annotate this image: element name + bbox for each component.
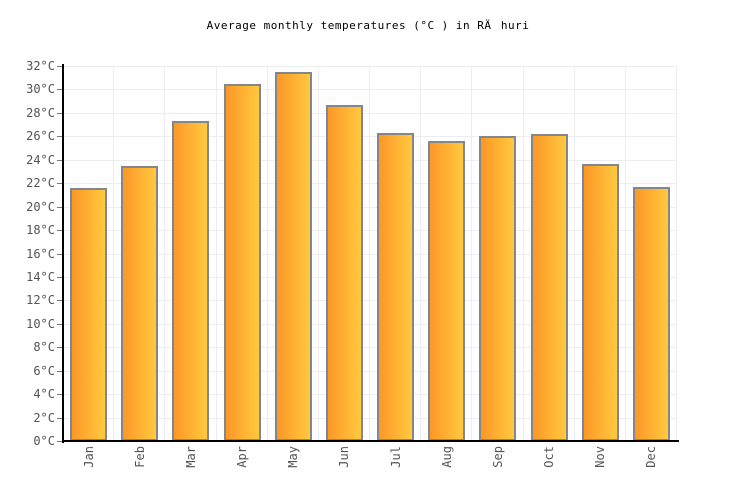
gridline-vertical — [216, 66, 217, 441]
y-tick-label: 6°C — [33, 363, 55, 378]
y-tick-mark — [57, 277, 63, 278]
x-tick-label-feb: Feb — [132, 446, 147, 468]
x-tick-label-mar: Mar — [183, 446, 198, 468]
gridline-horizontal — [63, 159, 677, 161]
gridline-vertical — [267, 66, 268, 441]
x-tick-label-may: May — [286, 446, 301, 468]
x-tick-label-nov: Nov — [593, 446, 608, 468]
x-axis-line — [62, 440, 679, 442]
bar-oct — [530, 134, 568, 441]
y-tick-label: 26°C — [26, 129, 55, 144]
gridline-horizontal — [63, 417, 677, 419]
y-tick-label: 16°C — [26, 246, 55, 261]
y-tick-label: 28°C — [26, 105, 55, 120]
y-tick-mark — [57, 160, 63, 161]
gridline-horizontal — [63, 206, 677, 208]
bar-may — [274, 71, 312, 441]
y-tick-mark — [57, 418, 63, 419]
chart-title: Average monthly temperatures (°C ) in RÄ… — [206, 19, 530, 32]
y-axis-line — [62, 64, 64, 443]
y-tick-mark — [57, 347, 63, 348]
x-tick-label-oct: Oct — [542, 446, 557, 468]
gridline-horizontal — [63, 136, 677, 138]
gridline-vertical — [369, 66, 370, 441]
bar-nov — [581, 164, 619, 441]
x-tick-label-dec: Dec — [644, 446, 659, 468]
gridline-horizontal — [63, 89, 677, 91]
gridline-horizontal — [63, 183, 677, 185]
y-tick-label: 18°C — [26, 223, 55, 238]
y-tick-label: 22°C — [26, 176, 55, 191]
y-tick-mark — [57, 183, 63, 184]
y-tick-mark — [57, 324, 63, 325]
gridline-horizontal — [63, 394, 677, 396]
x-tick-label-jun: Jun — [337, 446, 352, 468]
gridline-vertical — [625, 66, 626, 441]
y-tick-mark — [57, 441, 63, 442]
gridline-horizontal — [63, 230, 677, 232]
y-tick-mark — [57, 394, 63, 395]
bar-jul — [377, 132, 415, 441]
gridline-horizontal — [63, 370, 677, 372]
gridline-vertical — [318, 66, 319, 441]
y-tick-label: 14°C — [26, 269, 55, 284]
y-tick-mark — [57, 230, 63, 231]
y-tick-label: 24°C — [26, 152, 55, 167]
y-tick-label: 2°C — [33, 410, 55, 425]
x-tick-label-aug: Aug — [439, 446, 454, 468]
x-tick-label-sep: Sep — [490, 446, 505, 468]
gridline-vertical — [113, 66, 114, 441]
bar-jun — [325, 104, 363, 441]
y-tick-label: 32°C — [26, 59, 55, 73]
x-tick-label-jul: Jul — [388, 446, 403, 468]
plot-area — [63, 66, 677, 441]
y-tick-mark — [57, 207, 63, 208]
gridline-vertical — [471, 66, 472, 441]
gridline-horizontal — [63, 112, 677, 114]
y-tick-mark — [57, 254, 63, 255]
y-tick-label: 10°C — [26, 316, 55, 331]
y-tick-mark — [57, 66, 63, 67]
gridline-vertical — [420, 66, 421, 441]
y-tick-mark — [57, 300, 63, 301]
gridline-horizontal — [63, 323, 677, 325]
gridline-vertical — [164, 66, 165, 441]
gridline-vertical — [574, 66, 575, 441]
y-tick-label: 8°C — [33, 340, 55, 355]
y-tick-label: 30°C — [26, 82, 55, 97]
gridline-horizontal — [63, 253, 677, 255]
gridline-horizontal — [63, 347, 677, 349]
x-tick-label-apr: Apr — [235, 446, 250, 468]
y-tick-label: 12°C — [26, 293, 55, 308]
y-tick-label: 20°C — [26, 199, 55, 214]
y-tick-mark — [57, 89, 63, 90]
bar-aug — [428, 141, 466, 441]
bar-dec — [632, 186, 670, 441]
x-tick-label-jan: Jan — [81, 446, 96, 468]
bar-sep — [479, 136, 517, 441]
y-tick-mark — [57, 113, 63, 114]
bar-jan — [70, 187, 108, 441]
gridline-horizontal — [63, 300, 677, 302]
gridline-horizontal — [63, 276, 677, 278]
y-tick-mark — [57, 136, 63, 137]
y-tick-mark — [57, 371, 63, 372]
bar-apr — [223, 83, 261, 441]
gridline-horizontal — [63, 66, 677, 67]
bar-mar — [172, 121, 210, 441]
y-tick-label: 4°C — [33, 387, 55, 402]
y-tick-label: 0°C — [33, 434, 55, 448]
gridline-vertical — [523, 66, 524, 441]
bar-feb — [121, 165, 159, 441]
gridline-vertical — [676, 66, 677, 441]
